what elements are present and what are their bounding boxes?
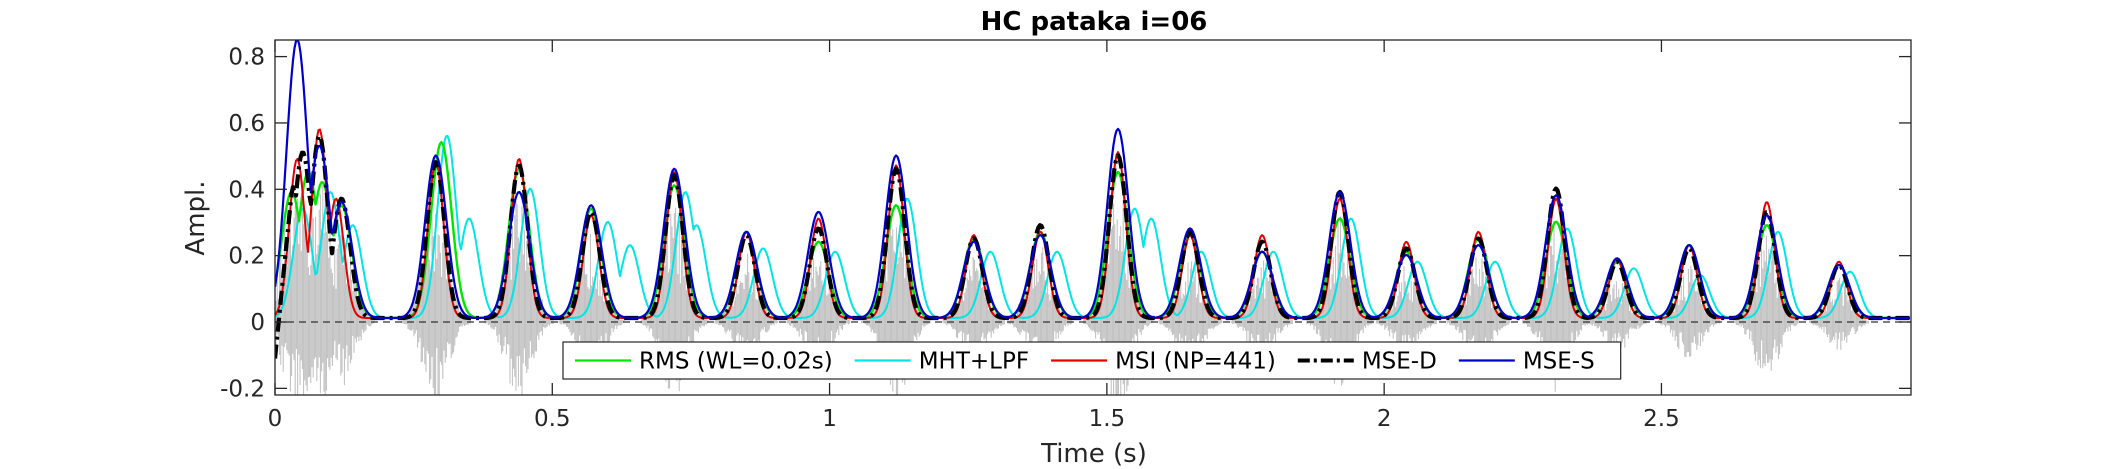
plot-background	[275, 40, 1911, 395]
y-tick-label: 0	[250, 310, 265, 336]
legend-label-msi: MSI (NP=441)	[1115, 349, 1276, 375]
plot-clipped-group	[275, 40, 1911, 395]
x-axis-label: Time (s)	[1040, 439, 1147, 469]
legend-label-mht: MHT+LPF	[919, 349, 1029, 375]
series-line-msi	[275, 128, 1910, 319]
legend: RMS (WL=0.02s) MHT+LPF MSI (NP=441) MSE-D MS…	[562, 341, 1622, 380]
x-tick-label: 0.5	[534, 406, 571, 432]
x-tick-label: 2	[1377, 406, 1392, 432]
y-tick-label: 0.8	[228, 45, 265, 71]
x-tick-label: 0	[268, 406, 283, 432]
plot-area: 0 0.5 1 1.5 2 2.5-0.200.20.40.60.8	[220, 39, 1912, 432]
legend-label-mse_s: MSE-S	[1523, 349, 1595, 375]
legend-label-rms: RMS (WL=0.02s)	[639, 349, 833, 375]
chart-title: HC pataka i=06	[981, 7, 1208, 37]
axes-box	[274, 39, 1912, 396]
y-axis-label: Ampl.	[181, 180, 211, 255]
x-tick-label: 2.5	[1643, 406, 1680, 432]
series-line-mse_s	[275, 40, 1910, 320]
y-tick-label: 0.2	[228, 244, 265, 270]
x-tick-label: 1	[822, 406, 837, 432]
x-tick-label: 1.5	[1089, 406, 1126, 432]
y-tick-label: 0.4	[228, 177, 265, 203]
y-tick-label: -0.2	[220, 376, 265, 402]
legend-label-mse_d: MSE-D	[1362, 349, 1437, 375]
y-tick-label: 0.6	[228, 111, 265, 137]
